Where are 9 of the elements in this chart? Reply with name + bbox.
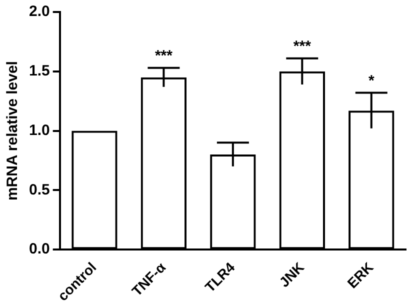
y-tick-label: 0.5: [28, 181, 50, 198]
y-tick-label: 1.5: [28, 62, 50, 80]
y-tick-label: 1.0: [28, 122, 50, 139]
y-tick-label: 0.0: [28, 240, 50, 258]
annotation: *: [368, 72, 374, 90]
annotation: ***: [154, 47, 173, 64]
y-tick-label: 2.0: [28, 3, 50, 20]
y-axis-title: mRNA relative level: [4, 61, 22, 201]
annotation: ***: [293, 38, 312, 55]
